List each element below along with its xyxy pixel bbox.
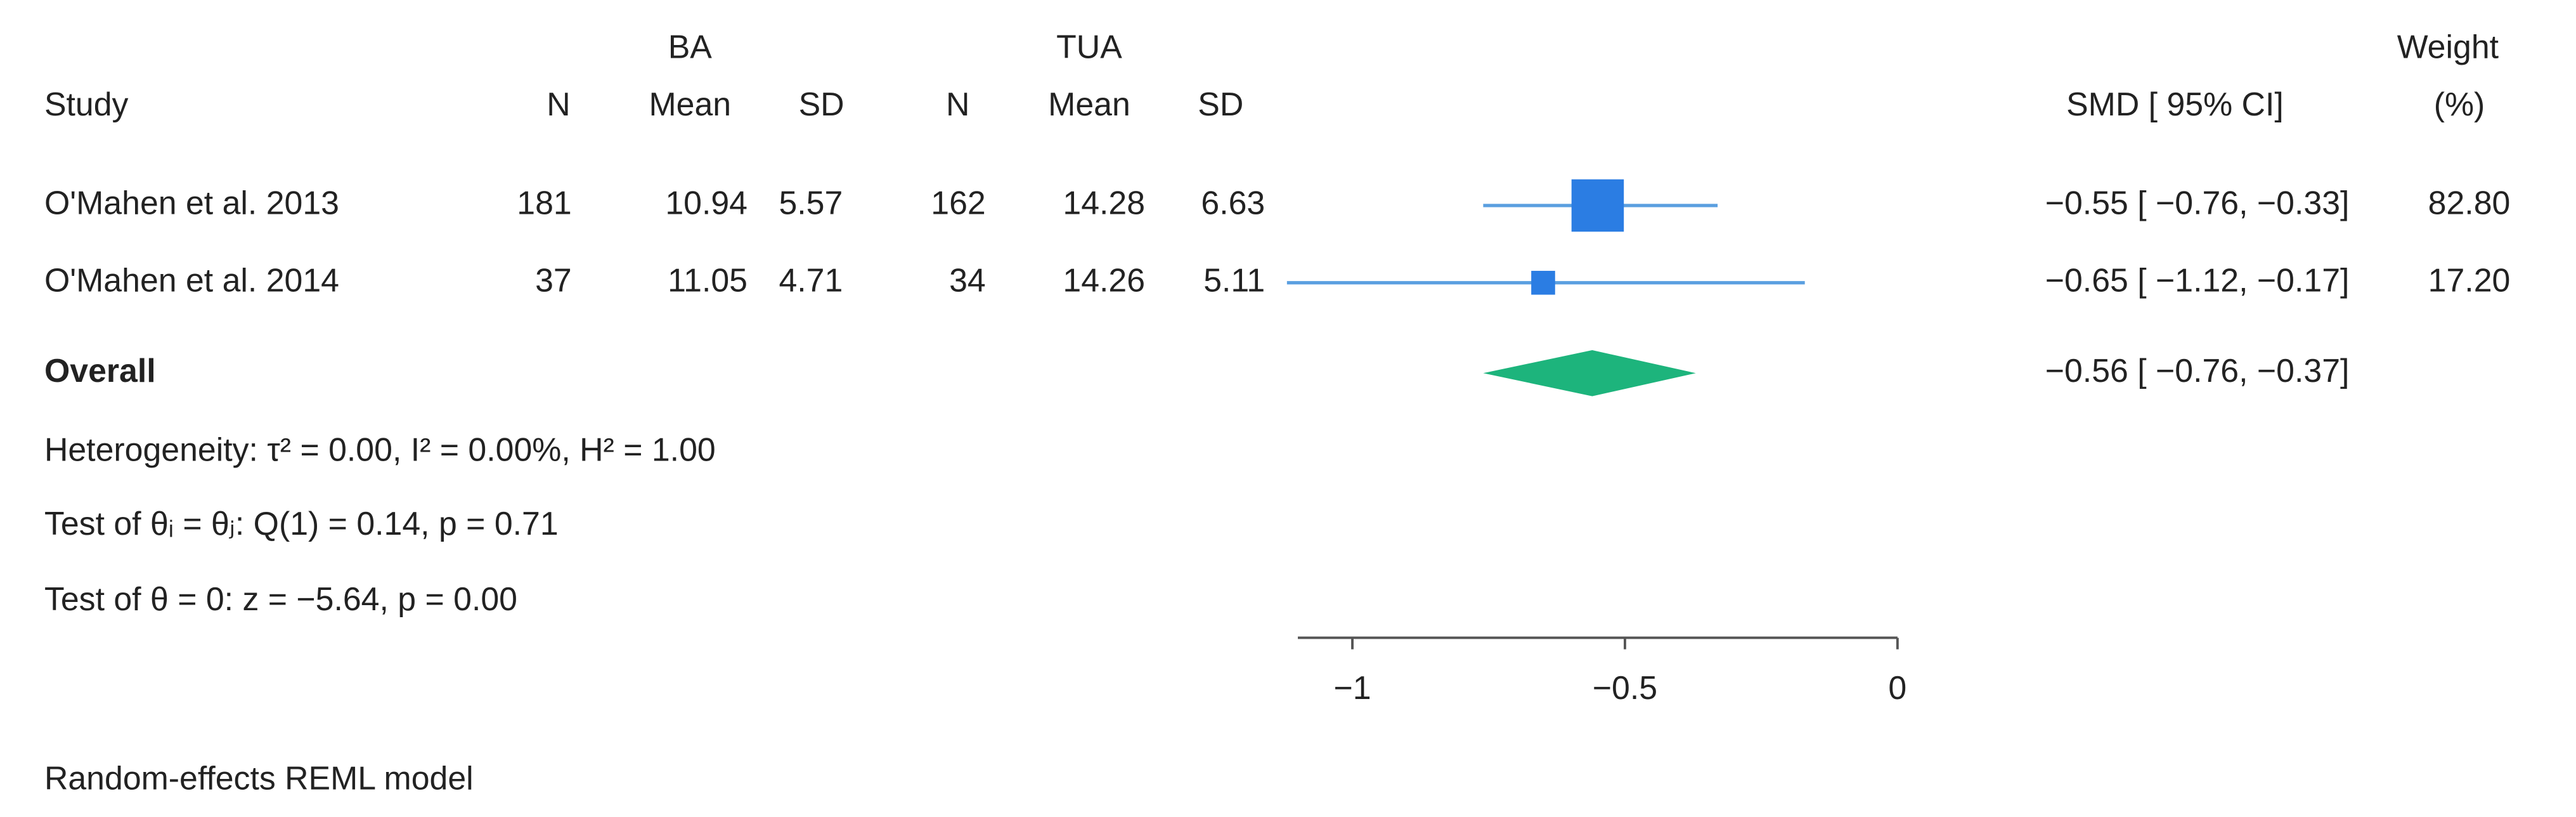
table-value: 181 (517, 185, 571, 221)
effect-label: −0.65 [ −1.12, −0.17] (2045, 261, 2350, 298)
overall-diamond (1483, 350, 1696, 396)
study-marker (1531, 270, 1555, 295)
column-header: Weight (2397, 29, 2499, 65)
column-header: Mean (649, 86, 731, 122)
study-name: O'Mahen et al. 2013 (44, 185, 339, 221)
weight-label: 82.80 (2428, 185, 2511, 221)
note: Test of θᵢ = θⱼ: Q(1) = 0.14, p = 0.71 (44, 505, 559, 542)
column-header: N (547, 86, 570, 122)
column-header: Mean (1048, 86, 1130, 122)
x-tick-label: 0 (1888, 669, 1906, 706)
note: Heterogeneity: τ² = 0.00, I² = 0.00%, H²… (44, 431, 716, 467)
table-value: 162 (931, 185, 985, 221)
weight-label: 17.20 (2428, 261, 2511, 298)
column-header: SD (1198, 86, 1243, 122)
table-value: 14.26 (1063, 261, 1145, 298)
table-value: 37 (535, 261, 572, 298)
effect-label: −0.55 [ −0.76, −0.33] (2045, 185, 2350, 221)
column-header: SD (799, 86, 845, 122)
effect-label: −0.56 [ −0.76, −0.37] (2045, 352, 2350, 389)
table-value: 5.57 (779, 185, 843, 221)
study-name: O'Mahen et al. 2014 (44, 261, 339, 298)
group-header: BA (668, 29, 713, 65)
column-header: N (946, 86, 969, 122)
table-value: 6.63 (1201, 185, 1265, 221)
column-header: Study (44, 86, 129, 122)
table-value: 10.94 (665, 185, 748, 221)
study-marker (1571, 179, 1624, 232)
table-value: 14.28 (1063, 185, 1145, 221)
column-header: SMD [ 95% CI] (2066, 86, 2284, 122)
x-tick-label: −0.5 (1593, 669, 1657, 706)
footnote: Random-effects REML model (44, 760, 474, 797)
x-tick-label: −1 (1333, 669, 1371, 706)
group-header: TUA (1056, 29, 1122, 65)
note: Test of θ = 0: z = −5.64, p = 0.00 (44, 580, 517, 617)
column-header: (%) (2434, 86, 2485, 122)
table-value: 4.71 (779, 261, 843, 298)
table-value: 11.05 (668, 261, 748, 298)
table-value: 5.11 (1203, 261, 1265, 298)
overall-label: Overall (44, 352, 156, 389)
table-value: 34 (949, 261, 986, 298)
